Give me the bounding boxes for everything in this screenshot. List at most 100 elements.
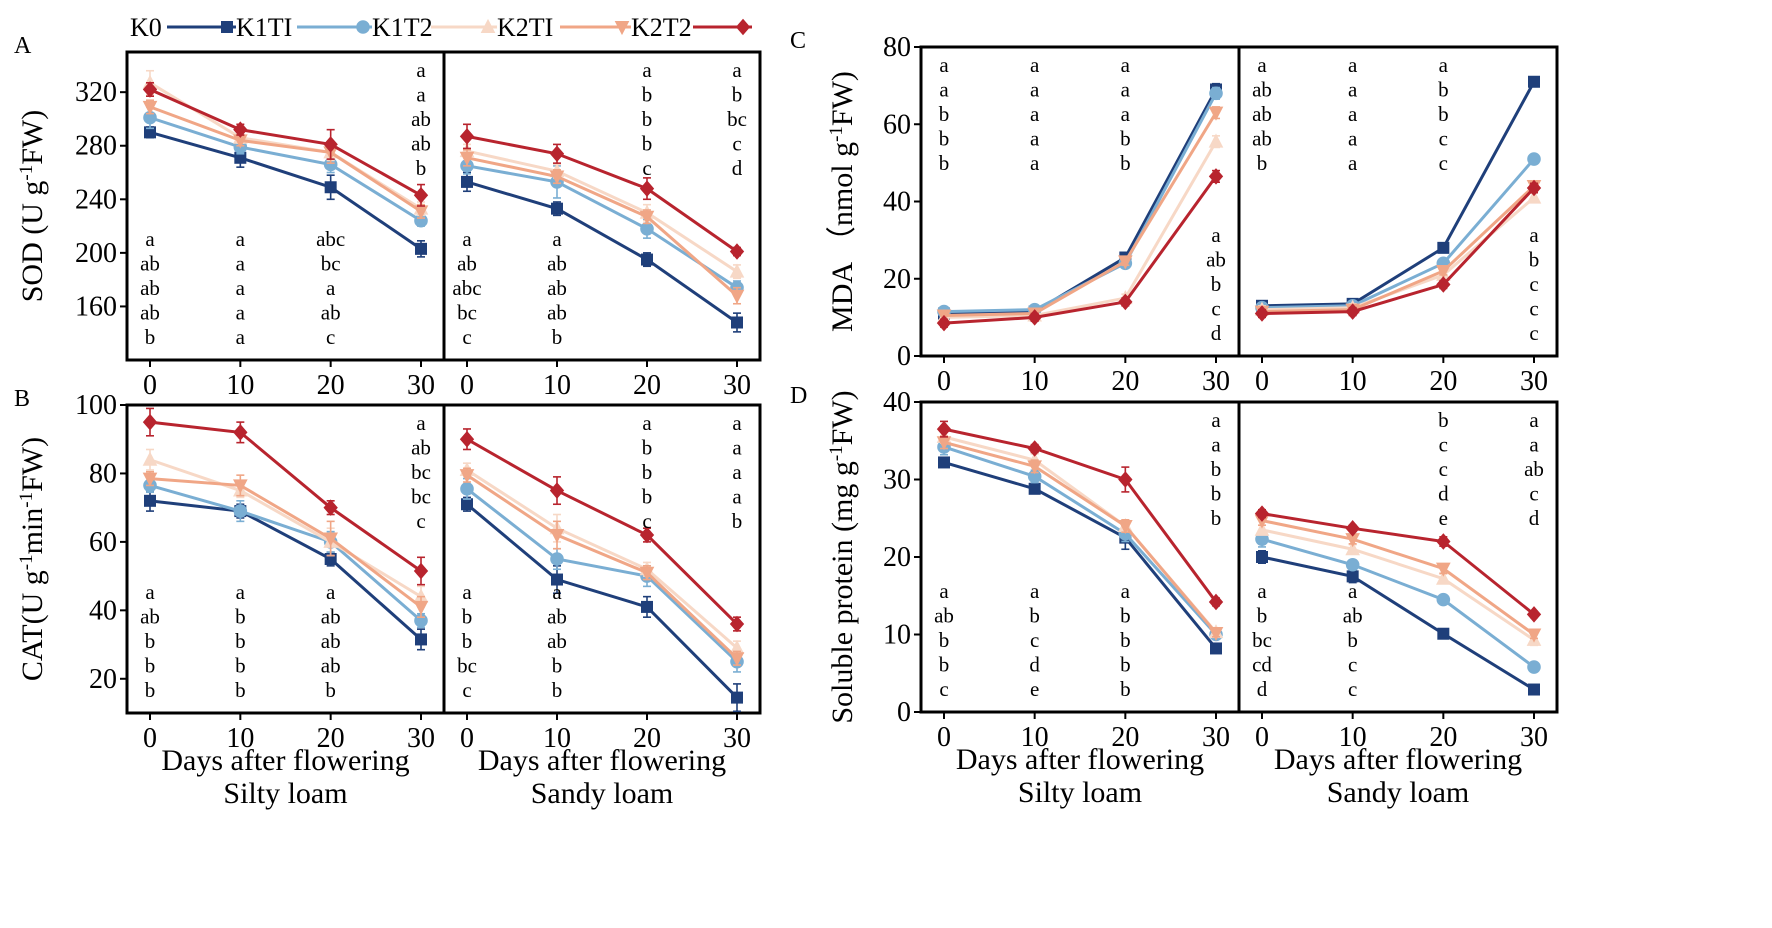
significance-letter: c — [1439, 457, 1448, 481]
significance-letter: b — [642, 460, 653, 484]
significance-letter: a — [416, 411, 426, 435]
series-line — [149, 458, 422, 598]
x-tick-label: 10 — [543, 723, 571, 754]
data-point — [1208, 106, 1224, 121]
y-tick-label: 320 — [75, 77, 117, 108]
data-point — [1436, 276, 1451, 293]
series-line — [466, 164, 738, 289]
legend-label: K2T2 — [631, 13, 692, 42]
significance-letter: b — [732, 83, 743, 107]
significance-letter: a — [1348, 53, 1358, 77]
data-point — [144, 494, 156, 507]
series-line — [1261, 512, 1535, 616]
data-point — [549, 170, 565, 185]
x-tick-label: 30 — [723, 723, 751, 754]
data-point — [936, 420, 952, 438]
y-tick-label: 100 — [75, 390, 117, 421]
y-axis-label: SOD (U g-1FW) — [16, 110, 50, 303]
significance-letter: a — [1348, 127, 1358, 151]
data-point — [233, 504, 248, 518]
series-line — [466, 487, 739, 663]
significance-letter: a — [1257, 53, 1267, 77]
data-point — [731, 316, 743, 329]
legend-item-k1ti: K1TI — [236, 13, 372, 42]
data-point — [415, 633, 427, 646]
significance-letter: ab — [1343, 604, 1363, 628]
significance-letter: c — [732, 132, 741, 156]
significance-letter: b — [145, 654, 156, 678]
significance-letter: b — [939, 151, 950, 175]
significance-letter: b — [1438, 102, 1449, 126]
significance-letter: ab — [321, 605, 341, 629]
significance-letter: a — [552, 580, 562, 604]
soil-type-label: Silty loam — [223, 777, 347, 810]
significance-letter: c — [1529, 482, 1538, 506]
series-line — [1261, 519, 1535, 636]
y-axis-label: CAT(U g-1min-1FW) — [16, 437, 50, 681]
panel-letter: A — [14, 33, 32, 59]
panel-letter: B — [14, 386, 30, 412]
significance-letter: d — [732, 156, 743, 180]
x-tick-label: 0 — [1255, 722, 1269, 753]
data-point — [1436, 570, 1451, 585]
significance-letter: b — [325, 678, 336, 702]
legend-marker — [356, 20, 370, 34]
x-tick-label: 10 — [1021, 366, 1049, 397]
legend-item-k0: K0 — [130, 13, 236, 42]
data-point — [324, 181, 337, 194]
significance-letter: ab — [140, 252, 160, 276]
y-tick-label: 40 — [883, 387, 911, 418]
data-point — [1436, 533, 1451, 550]
data-point — [549, 529, 565, 544]
series-k1ti — [143, 477, 428, 629]
significance-letter: a — [939, 53, 949, 77]
significance-letter: a — [236, 276, 246, 300]
x-tick-label: 0 — [1255, 366, 1269, 397]
significance-letter: a — [462, 227, 472, 251]
significance-letter: a — [236, 580, 246, 604]
y-tick-label: 20 — [883, 264, 911, 295]
data-point — [413, 187, 429, 204]
significance-letter: b — [939, 102, 950, 126]
series-line — [943, 92, 1218, 314]
significance-letter: a — [1439, 53, 1449, 77]
panel-letter: D — [790, 383, 807, 409]
data-point — [1208, 593, 1224, 611]
significance-letter: b — [462, 605, 473, 629]
x-tick-label: 0 — [937, 366, 951, 397]
significance-letter: b — [552, 654, 563, 678]
significance-letter: ab — [321, 629, 341, 653]
significance-letter: bc — [321, 252, 341, 276]
series-line — [943, 175, 1218, 325]
significance-letter: a — [1030, 579, 1040, 603]
x-tick-label: 10 — [1021, 722, 1049, 753]
x-tick-label: 30 — [1202, 722, 1230, 753]
significance-letter: b — [1211, 506, 1222, 530]
significance-letter: ab — [140, 605, 160, 629]
series-line — [466, 503, 739, 699]
significance-letter: a — [1030, 127, 1040, 151]
significance-letter: b — [1438, 408, 1449, 432]
significance-letter: b — [552, 325, 563, 349]
data-point — [731, 691, 743, 704]
significance-letter: c — [1439, 151, 1448, 175]
legend-marker — [614, 21, 630, 36]
series-k2ti — [459, 148, 745, 305]
significance-letter: b — [1211, 482, 1222, 506]
data-point — [729, 289, 745, 304]
series-line — [1261, 158, 1536, 310]
data-point — [551, 202, 563, 215]
significance-letter: d — [1438, 482, 1449, 506]
